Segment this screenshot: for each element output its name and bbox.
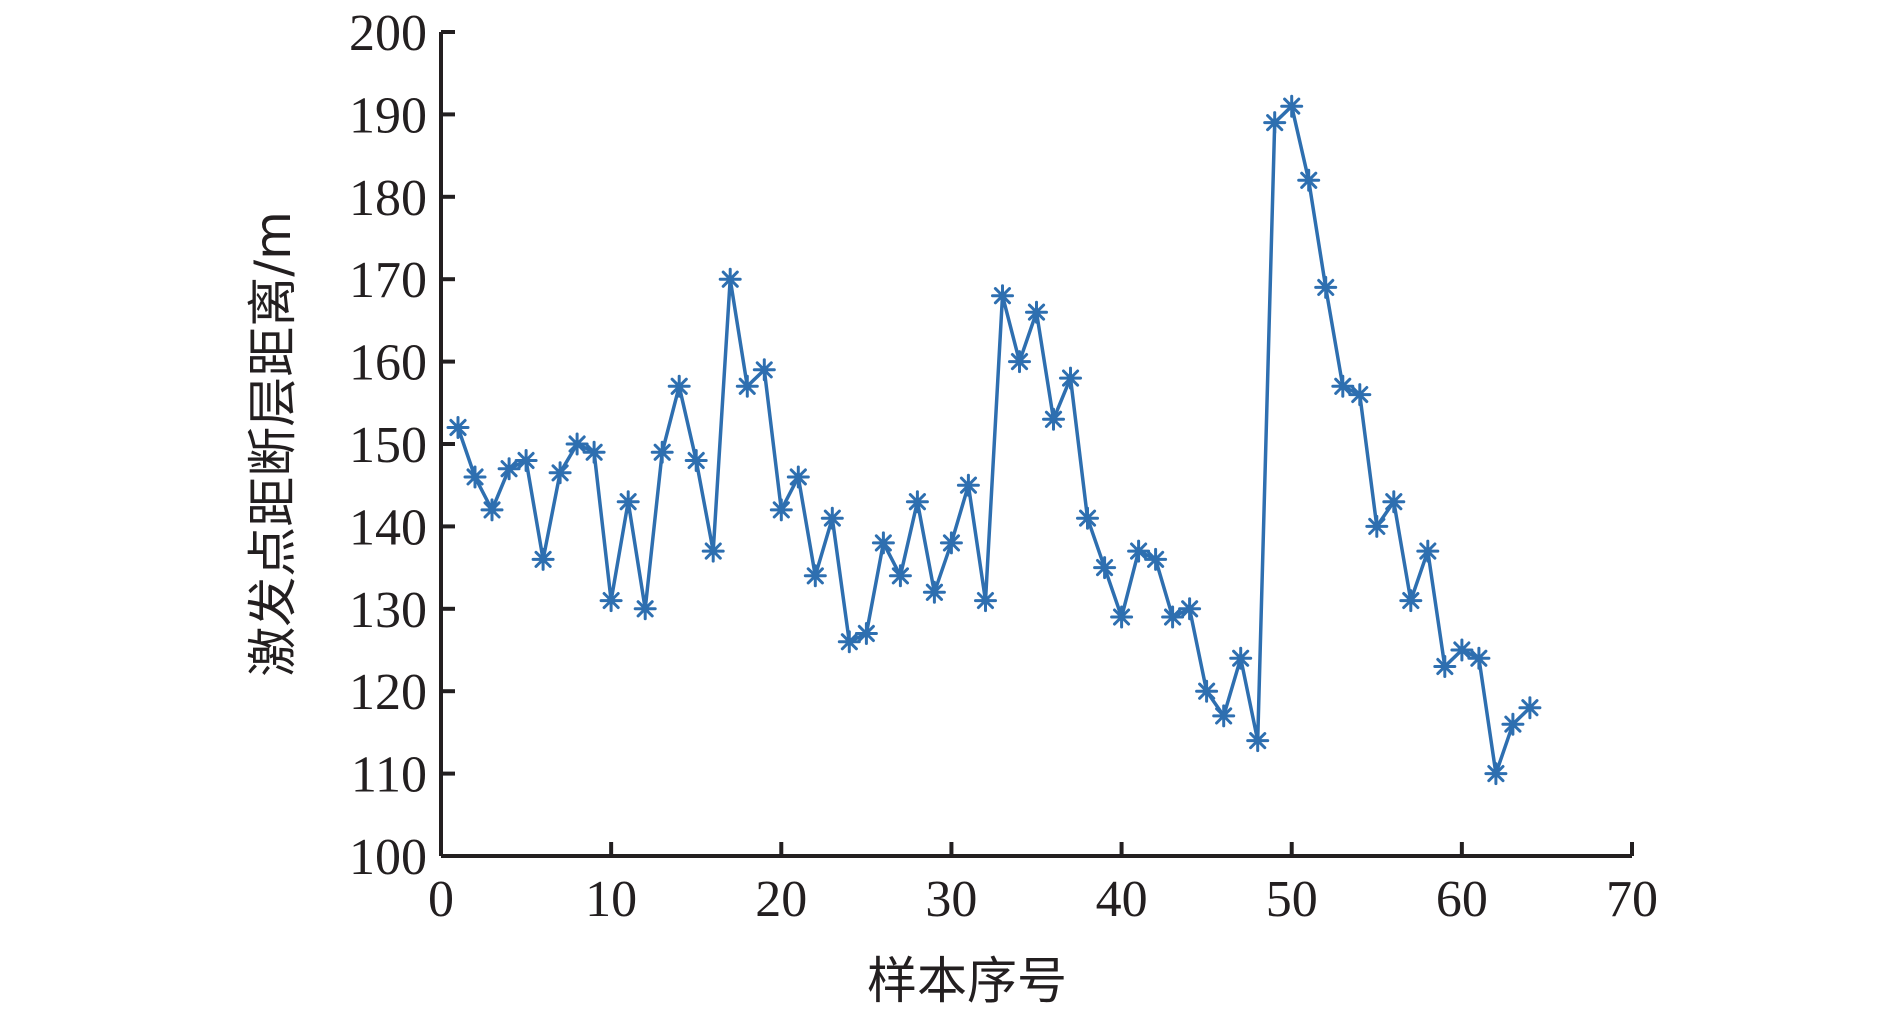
data-point [1025, 300, 1048, 324]
data-point [803, 564, 827, 588]
data-point [1467, 646, 1491, 670]
y-tick-label: 170 [349, 252, 427, 309]
y-tick-label: 180 [349, 170, 427, 227]
data-point [1280, 94, 1304, 118]
data-point [1348, 383, 1372, 407]
x-tick-label: 10 [585, 871, 637, 928]
data-point [684, 449, 708, 472]
series-line [456, 102, 1532, 775]
data-point [1331, 374, 1355, 398]
y-tick-label: 100 [349, 829, 427, 886]
data-point [1399, 589, 1423, 613]
data-point [956, 473, 980, 497]
x-tick-label: 50 [1266, 871, 1318, 928]
data-point [1229, 646, 1253, 670]
data-point [1501, 712, 1525, 736]
data-point [548, 461, 572, 485]
x-tick-label: 60 [1436, 871, 1488, 928]
data-point [854, 622, 878, 645]
data-point [752, 358, 776, 382]
data-point [531, 547, 555, 571]
data-point [667, 374, 691, 398]
data-point [514, 449, 538, 472]
data-point [1212, 704, 1236, 728]
data-point [1263, 111, 1287, 135]
data-point [446, 416, 470, 439]
x-tick-label: 0 [428, 871, 454, 928]
series-markers [446, 94, 1542, 786]
data-point [1042, 407, 1065, 431]
data-point [735, 374, 759, 398]
x-axis: 0 10 20 30 40 50 60 70 [428, 842, 1658, 928]
data-point [1059, 366, 1082, 390]
data-point [820, 506, 844, 530]
data-point [1382, 490, 1406, 514]
data-point [1297, 168, 1321, 192]
data-point [718, 267, 742, 291]
data-point [922, 580, 946, 604]
data-point [701, 539, 725, 563]
data-point [837, 630, 861, 654]
y-tick-label: 190 [349, 87, 427, 144]
plot-area [446, 94, 1542, 786]
data-point [1008, 350, 1031, 374]
data-point [582, 440, 606, 464]
x-tick-label: 70 [1606, 871, 1658, 928]
data-point [1246, 729, 1270, 753]
data-point [1127, 539, 1151, 563]
data-point [769, 498, 793, 522]
data-point [650, 440, 674, 464]
y-tick-label: 120 [349, 664, 427, 721]
y-ticks: 100 110 120 130 140 150 160 170 180 190 200 [349, 5, 455, 886]
x-tick-label: 30 [925, 871, 977, 928]
data-point [871, 531, 895, 555]
data-point [1365, 514, 1389, 538]
x-axis-title: 样本序号 [867, 952, 1067, 1010]
data-point [1093, 556, 1117, 580]
data-point [1518, 696, 1542, 720]
data-point [888, 564, 912, 588]
data-point [1416, 539, 1440, 563]
y-axis: 100 110 120 130 140 150 160 170 180 190 200 [349, 5, 455, 886]
data-point [1484, 762, 1508, 786]
data-point [1433, 655, 1457, 678]
data-point [1161, 605, 1185, 629]
y-tick-label: 160 [349, 335, 427, 392]
y-tick-label: 150 [349, 417, 427, 474]
y-axis-title: 激发点距断层距离/m [244, 211, 302, 677]
data-point [991, 284, 1014, 308]
y-tick-label: 140 [349, 499, 427, 556]
data-point [786, 465, 810, 489]
data-point [1195, 679, 1219, 703]
x-ticks: 0 10 20 30 40 50 60 70 [428, 842, 1658, 928]
data-point [939, 531, 963, 555]
data-point [1178, 597, 1202, 621]
data-point [1144, 547, 1168, 571]
y-tick-label: 110 [351, 747, 427, 804]
data-point [974, 589, 997, 613]
data-point [599, 589, 623, 613]
data-point [633, 597, 657, 621]
data-point [616, 490, 640, 514]
data-point [1110, 605, 1134, 629]
data-point [1076, 506, 1099, 530]
data-point [497, 457, 521, 481]
data-point [463, 465, 487, 489]
data-point [1314, 275, 1338, 299]
data-point [905, 490, 929, 514]
x-tick-label: 20 [755, 871, 807, 928]
data-point [565, 432, 589, 456]
data-point [480, 498, 504, 522]
y-tick-label: 200 [349, 5, 427, 62]
y-tick-label: 130 [349, 582, 427, 639]
data-point [1450, 638, 1474, 662]
x-tick-label: 40 [1096, 871, 1148, 928]
